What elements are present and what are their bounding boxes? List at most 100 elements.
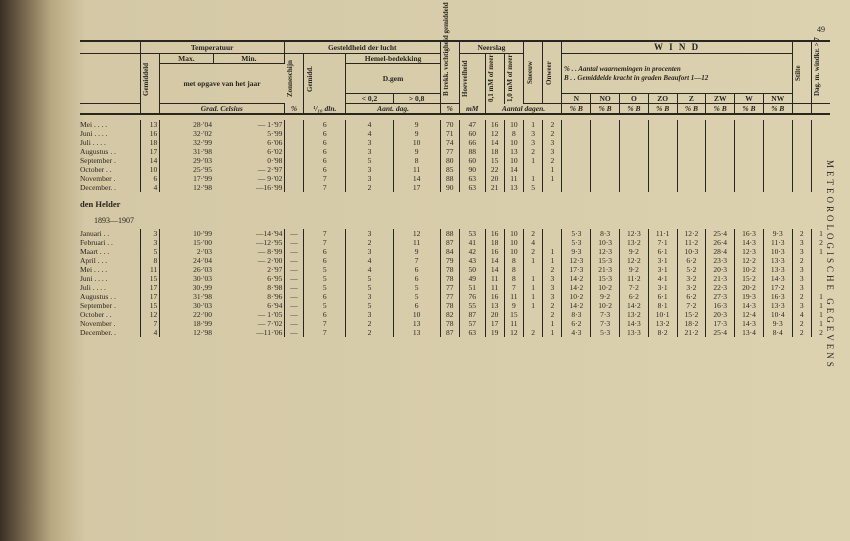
cell: — 1·'97 (213, 120, 284, 129)
cell (524, 165, 543, 174)
cell: 5 (346, 283, 393, 292)
unit-pct2: % (440, 104, 459, 115)
cell: — 9·'02 (213, 174, 284, 183)
cell (677, 138, 706, 147)
cell (735, 165, 764, 174)
cell: 13·2 (620, 238, 649, 247)
cell: 5·'99 (213, 129, 284, 138)
unit-mm: mM (459, 104, 485, 115)
cell: — 8·'99 (213, 247, 284, 256)
cell (648, 147, 677, 156)
cell: — (284, 247, 303, 256)
unit-b4: % B (677, 104, 706, 115)
cell: 17·'99 (159, 174, 213, 183)
cell: 21 (485, 183, 504, 192)
unit-b7: % B (763, 104, 792, 115)
cell: 3 (140, 229, 159, 238)
cell: 9·2 (591, 292, 620, 301)
cell: 63 (459, 183, 485, 192)
cell: 3·1 (648, 256, 677, 265)
hdr-sneeuw: Sneeuw (526, 48, 534, 98)
cell (763, 165, 792, 174)
cell: 8 (504, 274, 523, 283)
hdr-stilte: Stilte (794, 48, 802, 98)
cell: — 2·'00 (213, 256, 284, 265)
cell: — (284, 292, 303, 301)
cell: 6 (140, 174, 159, 183)
cell: 14·2 (562, 274, 591, 283)
cell: 12·3 (620, 229, 649, 238)
cell: 4 (792, 310, 811, 319)
cell: 8 (140, 256, 159, 265)
cell (792, 147, 811, 156)
cell: December. . (80, 183, 140, 192)
cell: 8·'98 (213, 283, 284, 292)
cell: 10·3 (591, 238, 620, 247)
cell: 3 (543, 138, 562, 147)
cell: November . (80, 174, 140, 183)
unit-b0: % B (562, 104, 591, 115)
cell: 13·3 (763, 301, 792, 310)
cell: 10 (393, 138, 440, 147)
cell: 12 (393, 229, 440, 238)
cell (735, 129, 764, 138)
cell: 66 (459, 138, 485, 147)
cell: 1 (524, 274, 543, 283)
cell: 10 (504, 247, 523, 256)
cell: — 1·'05 (213, 310, 284, 319)
cell: September . (80, 156, 140, 165)
cell (648, 120, 677, 129)
cell: 8 (504, 129, 523, 138)
cell (648, 183, 677, 192)
cell: 5 (524, 183, 543, 192)
cell: 9 (393, 247, 440, 256)
cell: 14·3 (735, 319, 764, 328)
cell: — (284, 265, 303, 274)
cell: 12·3 (735, 247, 764, 256)
cell: 84 (440, 247, 459, 256)
cell: 5 (393, 283, 440, 292)
cell: 20 (485, 174, 504, 183)
cell: 16 (485, 292, 504, 301)
cell: —16·'99 (213, 183, 284, 192)
hdr-dagwind: Dag. m. windkr. > 7 (813, 48, 821, 98)
cell: 7 (504, 283, 523, 292)
cell: 63 (459, 328, 485, 337)
cell: 3 (792, 247, 811, 256)
cell: 18·2 (677, 319, 706, 328)
cell: 32·'99 (159, 138, 213, 147)
cell (706, 138, 735, 147)
cell: 27·3 (706, 292, 735, 301)
cell: 42 (459, 247, 485, 256)
cell: Mei . . . . (80, 265, 140, 274)
cell (792, 183, 811, 192)
cell: 3·2 (677, 274, 706, 283)
cell: Juli . . . . (80, 138, 140, 147)
cell: 9·3 (763, 319, 792, 328)
cell: 10·4 (763, 310, 792, 319)
hdr-hemelbedekking: Hemel-bedekking (346, 53, 440, 63)
cell: 11 (393, 165, 440, 174)
cell: 10 (140, 165, 159, 174)
hdr-onweer: Onweer (545, 48, 553, 98)
cell (591, 138, 620, 147)
cell: 17·3 (562, 265, 591, 274)
cell: 2 (524, 247, 543, 256)
dir-n: N (562, 94, 591, 104)
unit-b3: % B (648, 104, 677, 115)
dir-no: NO (591, 94, 620, 104)
cell: 6·2 (620, 292, 649, 301)
cell: 6 (304, 147, 346, 156)
cell: 85 (440, 165, 459, 174)
cell: 18·'99 (159, 319, 213, 328)
cell (763, 138, 792, 147)
cell: — (284, 328, 303, 337)
cell: 15·3 (591, 256, 620, 265)
cell (543, 183, 562, 192)
cell: 2 (543, 120, 562, 129)
cell (792, 156, 811, 165)
cell: 12·2 (677, 229, 706, 238)
cell: 29·'03 (159, 156, 213, 165)
cell: 8 (504, 265, 523, 274)
cell (792, 129, 811, 138)
